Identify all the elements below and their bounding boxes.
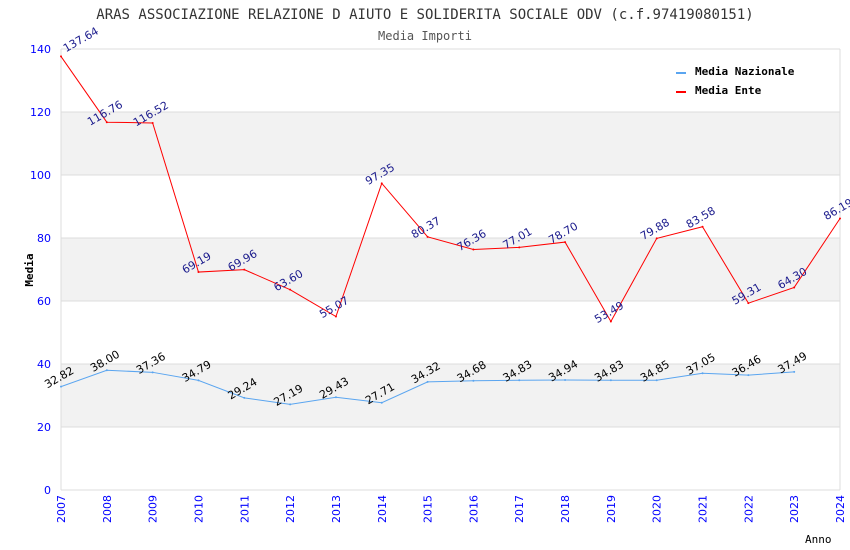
data-label: 137.64 — [61, 25, 101, 56]
x-tick-label: 2010 — [192, 495, 205, 523]
data-point — [197, 379, 200, 382]
chart-subtitle: Media Importi — [378, 29, 472, 43]
x-tick-label: 2015 — [422, 495, 435, 523]
data-point — [609, 320, 612, 323]
data-point — [426, 235, 429, 238]
y-tick-label: 0 — [44, 484, 51, 497]
data-point — [701, 225, 704, 228]
data-point — [380, 401, 383, 404]
data-point — [243, 268, 246, 271]
y-tick-label: 80 — [37, 232, 51, 245]
x-axis-label: Anno — [805, 533, 832, 546]
grid-band — [61, 238, 840, 301]
legend-label: Media Nazionale — [695, 65, 795, 78]
x-tick-label: 2023 — [788, 495, 801, 523]
data-point — [839, 217, 841, 220]
x-tick-label: 2011 — [238, 495, 251, 523]
y-axis-label: Media — [23, 253, 36, 286]
x-tick-label: 2007 — [55, 495, 68, 523]
data-label: 53.49 — [592, 299, 626, 326]
data-label: 86.19 — [821, 196, 850, 223]
data-point — [793, 286, 796, 289]
data-point — [655, 237, 658, 240]
data-point — [289, 403, 292, 406]
grid-band — [61, 364, 840, 427]
x-tick-label: 2013 — [330, 495, 343, 523]
data-point — [701, 372, 704, 375]
data-point — [518, 246, 521, 249]
y-tick-label: 100 — [30, 169, 51, 182]
x-tick-label: 2022 — [742, 495, 755, 523]
data-point — [105, 369, 108, 372]
data-point — [289, 288, 292, 291]
y-tick-label: 120 — [30, 106, 51, 119]
data-point — [197, 271, 200, 274]
x-tick-label: 2024 — [834, 495, 847, 523]
data-point — [151, 121, 154, 124]
x-tick-label: 2016 — [467, 495, 480, 523]
x-tick-label: 2014 — [376, 495, 389, 523]
data-point — [793, 370, 796, 373]
data-point — [609, 379, 612, 382]
y-tick-label: 60 — [37, 295, 51, 308]
data-point — [518, 379, 521, 382]
data-point — [747, 302, 750, 305]
x-tick-label: 2018 — [559, 495, 572, 523]
data-point — [747, 374, 750, 377]
x-tick-label: 2008 — [101, 495, 114, 523]
x-tick-label: 2017 — [513, 495, 526, 523]
x-tick-label: 2009 — [147, 495, 160, 523]
data-point — [426, 380, 429, 383]
data-point — [655, 379, 658, 382]
data-point — [564, 378, 567, 381]
data-point — [472, 248, 475, 251]
legend-label: Media Ente — [695, 84, 762, 97]
y-tick-label: 40 — [37, 358, 51, 371]
legend-swatch — [676, 72, 686, 74]
data-point — [60, 385, 62, 388]
data-point — [380, 182, 383, 185]
y-tick-label: 20 — [37, 421, 51, 434]
x-tick-label: 2020 — [651, 495, 664, 523]
data-point — [334, 315, 337, 318]
data-point — [564, 241, 567, 244]
data-point — [334, 396, 337, 399]
data-label: 80.37 — [409, 214, 443, 241]
data-point — [60, 55, 62, 58]
chart-title: ARAS ASSOCIAZIONE RELAZIONE D AIUTO E SO… — [96, 7, 753, 23]
data-point — [472, 379, 475, 382]
x-tick-label: 2012 — [284, 495, 297, 523]
legend-swatch — [676, 91, 686, 93]
x-tick-label: 2019 — [605, 495, 618, 523]
x-tick-label: 2021 — [697, 495, 710, 523]
data-point — [105, 121, 108, 124]
series-line-media-ente — [60, 56, 841, 323]
y-tick-label: 140 — [30, 43, 51, 56]
data-point — [151, 371, 154, 374]
grid-band — [61, 112, 840, 175]
data-point — [243, 396, 246, 399]
